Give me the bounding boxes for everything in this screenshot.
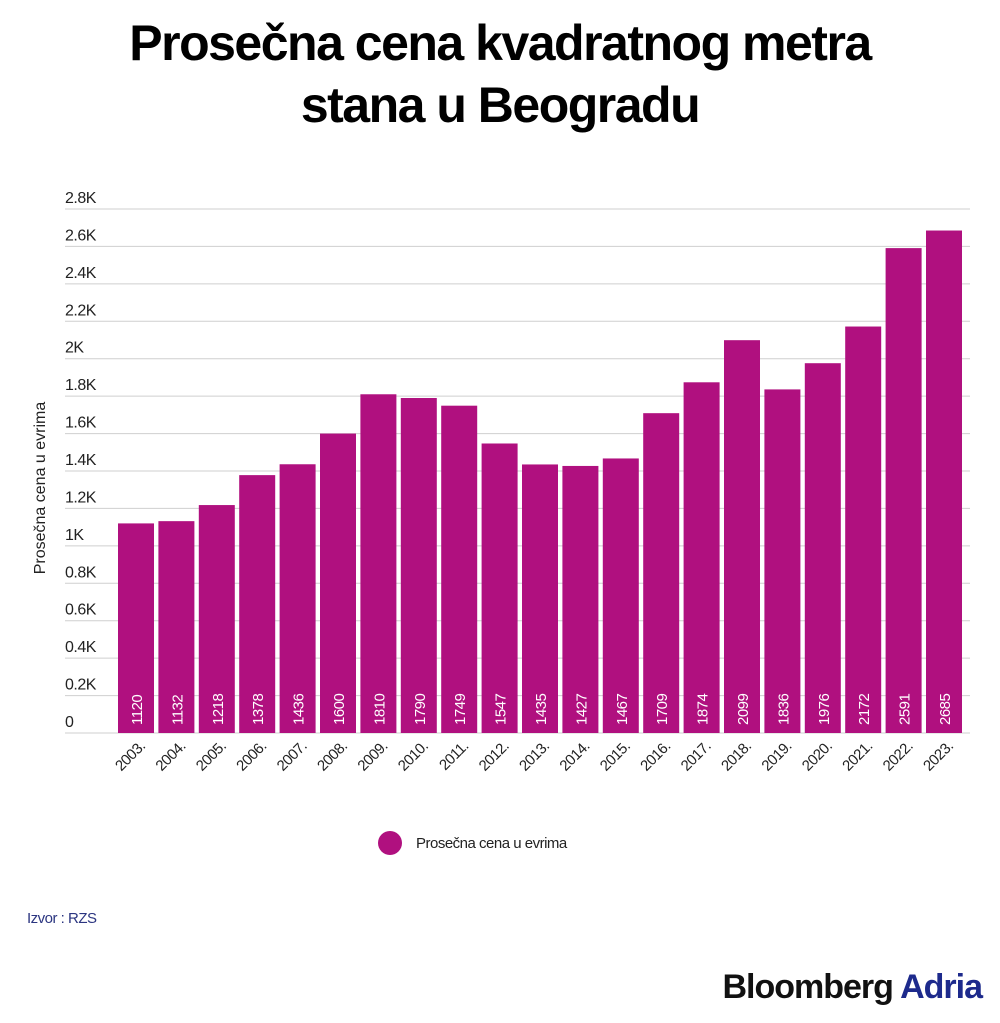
x-tick-label: 2014. [556,738,593,775]
x-tick-label: 2009. [354,738,391,775]
y-tick-label: 2.2K [65,302,97,319]
y-tick-label: 2.8K [65,190,97,207]
x-tick-label: 2003. [112,738,149,775]
bar [320,433,356,733]
bar-value-label: 1836 [775,693,792,725]
y-tick-label: 1.4K [65,452,97,469]
y-tick-label: 1.6K [65,415,97,432]
y-tick-label: 1.2K [65,489,97,506]
bar-value-label: 1132 [169,695,186,725]
x-tick-label: 2004. [152,738,189,775]
y-tick-label: 0.8K [65,564,97,581]
y-tick-label: 0.6K [65,602,97,619]
x-tick-label: 2007. [274,738,311,775]
bar [764,389,801,733]
bar [602,458,639,733]
x-tick-label: 2016. [637,738,674,775]
bar-value-label: 1436 [291,693,308,725]
legend: Prosečna cena u evrima [378,831,568,855]
legend-marker [378,831,402,855]
y-tick-label: 0.4K [65,639,97,656]
x-tick-label: 2012. [476,738,513,775]
bar-value-label: 1378 [250,693,267,725]
bar [198,505,235,733]
bar-value-label: 1600 [331,693,348,725]
bar-value-label: 1810 [371,693,388,725]
x-tick-label: 2005. [193,738,230,775]
bar-value-label: 2172 [856,693,873,725]
legend-label: Prosečna cena u evrima [416,835,568,852]
bar [926,230,962,733]
bar-value-label: 1435 [533,693,550,725]
bar [239,475,276,733]
bar-value-label: 1467 [614,693,631,725]
source-note: Izvor : RZS [27,910,97,927]
x-tick-label: 2020. [799,738,836,775]
bar [481,443,518,733]
y-tick-label: 1.8K [65,377,97,394]
y-tick-label: 1K [65,527,84,544]
bar [522,464,558,733]
x-tick-label: 2011. [436,738,472,774]
y-tick-label: 2K [65,340,84,357]
bar [804,363,841,733]
bar-value-label: 1120 [129,695,146,725]
bar [400,398,437,733]
x-tick-label: 2019. [758,738,795,775]
x-tick-label: 2023. [920,738,957,775]
bar [360,394,397,733]
y-axis-label: Prosečna cena u evrima [32,402,49,575]
title-line-1: Prosečna cena kvadratnog metra [129,15,872,71]
y-tick-label: 0 [65,714,74,731]
x-tick-label: 2013. [516,738,553,775]
x-tick-label: 2022. [880,738,917,775]
bar-value-label: 1547 [493,693,510,725]
y-tick-label: 0.2K [65,677,97,694]
bar [643,413,680,733]
x-tick-label: 2006. [233,738,270,775]
bar [158,521,195,733]
title-line-2: stana u Beogradu [300,77,701,133]
bar-value-label: 1427 [573,693,590,725]
bar-value-label: 2591 [897,693,914,725]
x-tick-label: 2010. [395,738,432,775]
y-tick-label: 2.4K [65,265,97,282]
bloomberg-adria-logo: Bloomberg Adria [722,968,983,1006]
bar [724,340,760,733]
bar-value-label: 1749 [452,693,469,725]
x-tick-label: 2018. [718,738,755,775]
y-tick-label: 2.6K [65,227,97,244]
bar-value-label: 1709 [654,693,671,725]
bar [118,523,154,733]
bar-value-label: 1218 [210,693,227,725]
bar [845,326,882,733]
bar [683,382,720,733]
bar-value-label: 1976 [816,693,833,725]
x-tick-label: 2017. [678,738,715,775]
x-tick-label: 2021. [839,738,876,775]
x-tick-label: 2015. [597,738,634,775]
bar-value-label: 2099 [735,693,752,725]
bar-value-label: 1790 [412,693,429,725]
bar [562,465,599,733]
x-tick-label: 2008. [314,738,351,775]
bar-value-label: 1874 [695,693,712,725]
bar-value-label: 2685 [937,693,954,725]
bar [279,464,316,733]
chart-title: Prosečna cena kvadratnog metra stana u B… [0,12,1000,136]
bar [441,405,478,733]
bar [885,248,922,733]
